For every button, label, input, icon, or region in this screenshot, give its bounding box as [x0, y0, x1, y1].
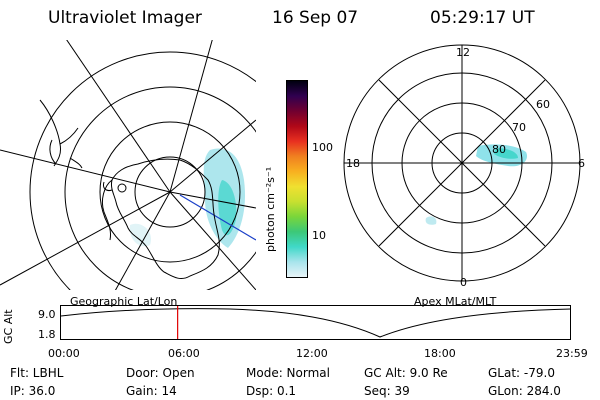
seq-info: Seq: 39	[364, 384, 410, 398]
timeline-xtick-0000: 00:00	[48, 347, 80, 360]
mode-info: Mode: Normal	[246, 366, 330, 380]
door-info: Door: Open	[126, 366, 195, 380]
latitude-circle	[64, 86, 256, 290]
longitude-line	[169, 40, 213, 193]
observation-time: 05:29:17 UT	[430, 8, 535, 28]
latitude-circle	[134, 156, 206, 228]
longitude-line	[169, 119, 256, 193]
latitude-circle	[99, 121, 241, 263]
longitude-line	[114, 191, 171, 290]
timeline-axis-label: GC Alt	[2, 309, 15, 344]
longitude-line	[66, 40, 171, 193]
glon-info: GLon: 284.0	[488, 384, 561, 398]
geographic-map	[0, 40, 256, 290]
coastline	[39, 99, 79, 167]
gain-info: Gain: 14	[126, 384, 177, 398]
mlt-meridian	[378, 79, 546, 247]
coastline	[103, 181, 113, 191]
colorbar-tick-10: 10	[312, 229, 326, 242]
observation-date: 16 Sep 07	[272, 8, 359, 28]
mlt-label-18: 18	[346, 157, 360, 170]
geographic-map-label: Geographic Lat/Lon	[70, 295, 178, 308]
colorbar-tick-100: 100	[312, 141, 333, 154]
mlt-label-0: 0	[460, 276, 467, 289]
ip-info: IP: 36.0	[10, 384, 56, 398]
timeline-xtick-1200: 12:00	[296, 347, 328, 360]
coastline	[49, 139, 57, 165]
gc-altitude-curve	[60, 308, 572, 338]
mlat-label-70: 70	[512, 121, 526, 134]
colorbar	[286, 80, 308, 278]
instrument-title: Ultraviolet Imager	[48, 8, 202, 28]
longitude-line	[0, 191, 171, 286]
coastline	[69, 157, 83, 169]
timeline-xtick-0600: 06:00	[168, 347, 200, 360]
latitude-circle	[29, 51, 256, 290]
timeline-ytick-bottom: 1.8	[38, 328, 56, 341]
timeline-ytick-top: 9.0	[38, 308, 56, 321]
coastline	[111, 158, 220, 279]
mlt-label-6: 6	[578, 157, 585, 170]
longitude-line	[169, 191, 256, 290]
longitude-line	[0, 149, 171, 193]
satellite-track	[179, 194, 256, 241]
coastline	[101, 179, 113, 241]
glat-info: GLat: -79.0	[488, 366, 555, 380]
coastline	[117, 183, 127, 193]
gc-alt-info: GC Alt: 9.0 Re	[364, 366, 448, 380]
timeline-xtick-1800: 18:00	[424, 347, 456, 360]
mlat-label-60: 60	[536, 98, 550, 111]
colorbar-unit-label: photon cm⁻²s⁻¹	[264, 166, 277, 252]
magnetic-map-label: Apex MLat/MLT	[414, 295, 497, 308]
filter-info: Flt: LBHL	[10, 366, 64, 380]
magnetic-polar-plot	[343, 44, 581, 282]
mlt-label-12: 12	[456, 46, 470, 59]
timeline-xtick-2359: 23:59	[556, 347, 588, 360]
dsp-info: Dsp: 0.1	[246, 384, 297, 398]
mlat-label-80: 80	[492, 143, 506, 156]
gc-altitude-timeline	[60, 305, 572, 340]
